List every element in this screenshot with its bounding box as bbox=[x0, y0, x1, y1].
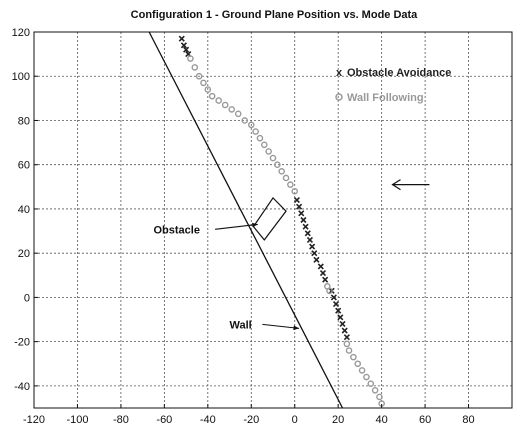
legend-entry-obstacle-avoidance: x Obstacle Avoidance bbox=[336, 67, 451, 79]
y-tick-label: 60 bbox=[18, 160, 30, 172]
legend-entry-wall-following: Wall Following bbox=[336, 92, 424, 104]
x-tick-label: -20 bbox=[243, 414, 259, 426]
y-tick-label: 80 bbox=[18, 115, 30, 127]
x-tick-label: -40 bbox=[200, 414, 216, 426]
chart-title: Configuration 1 - Ground Plane Position … bbox=[131, 9, 419, 21]
annotation-label-obstacle: Obstacle bbox=[154, 224, 200, 236]
y-tick-label: 120 bbox=[12, 27, 30, 39]
x-tick-label: 60 bbox=[419, 414, 431, 426]
x-tick-label: 0 bbox=[292, 414, 298, 426]
y-tick-label: 40 bbox=[18, 204, 30, 216]
y-tick-label: 0 bbox=[24, 292, 30, 304]
y-tick-label: 100 bbox=[12, 71, 30, 83]
legend-label-wall-following: Wall Following bbox=[347, 92, 424, 104]
x-tick-label: -120 bbox=[23, 414, 45, 426]
legend-marker-x: x bbox=[336, 67, 343, 79]
y-tick-label: 20 bbox=[18, 248, 30, 260]
x-tick-label: 80 bbox=[462, 414, 474, 426]
x-tick-label: -60 bbox=[156, 414, 172, 426]
x-tick-label: 40 bbox=[376, 414, 388, 426]
x-tick-label: -100 bbox=[66, 414, 88, 426]
x-tick-label: 20 bbox=[332, 414, 344, 426]
x-tick-label: -80 bbox=[113, 414, 129, 426]
legend-label-obstacle-avoidance: Obstacle Avoidance bbox=[347, 67, 451, 79]
annotation-label-wall: Wall bbox=[230, 319, 252, 331]
y-tick-label: -20 bbox=[14, 337, 30, 349]
y-tick-label: -40 bbox=[14, 381, 30, 393]
